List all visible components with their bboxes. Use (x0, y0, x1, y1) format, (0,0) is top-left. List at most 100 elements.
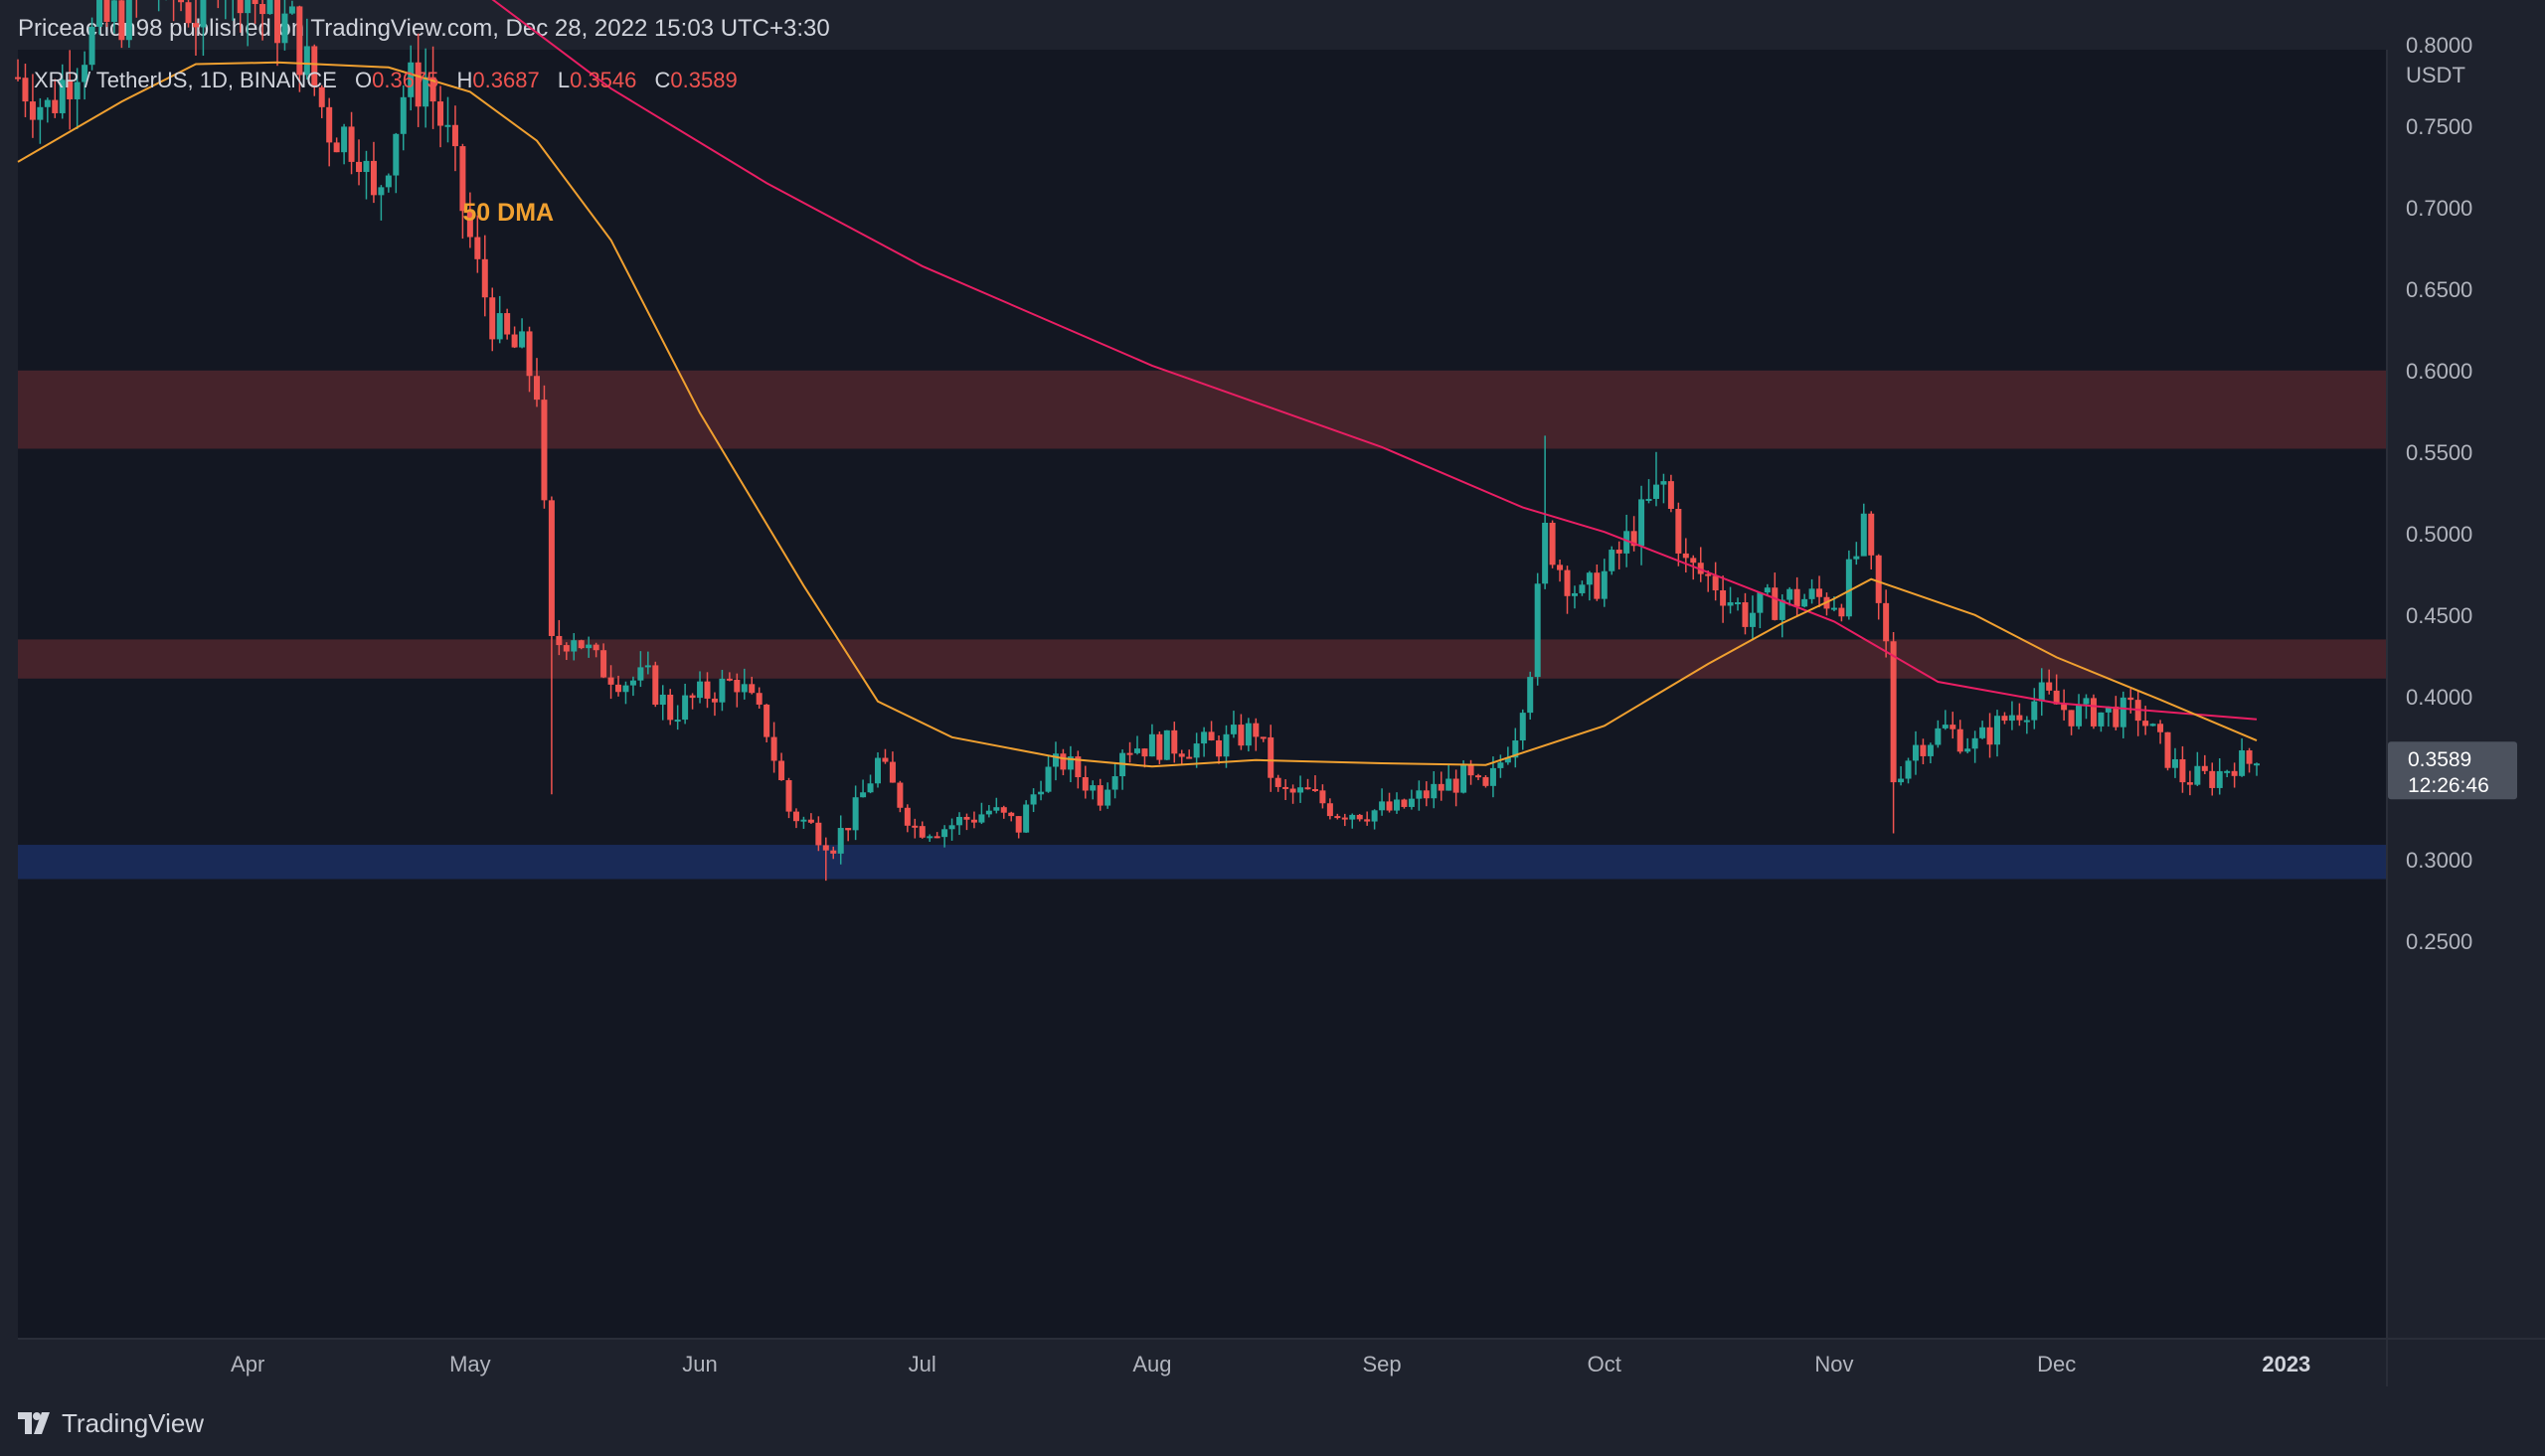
candle (1282, 779, 1289, 800)
candle (770, 722, 777, 773)
dma200-line (491, 0, 2258, 721)
candle (526, 326, 533, 393)
candle (1757, 591, 1764, 629)
candle (764, 704, 770, 742)
candle (1148, 724, 1155, 757)
candle (667, 689, 674, 726)
candle (1786, 586, 1793, 606)
candle (1557, 559, 1564, 582)
tradingview-logo[interactable]: TradingView (18, 1407, 204, 1439)
x-tick-label: Nov (1814, 1352, 1853, 1376)
x-tick-label: Jul (909, 1352, 936, 1376)
candle (1386, 792, 1393, 813)
candle (52, 79, 59, 118)
candle (2186, 770, 2193, 796)
candle (273, 0, 280, 67)
plot-background (18, 50, 2386, 1339)
candle (1705, 570, 1712, 592)
candle (2038, 668, 2045, 717)
y-tick-label: 0.4500 (2406, 603, 2472, 628)
candle (2083, 694, 2090, 720)
candle (1090, 780, 1097, 800)
candle (1438, 771, 1444, 801)
candle (1964, 737, 1971, 754)
candle (252, 0, 258, 24)
legend-high-value: 0.3687 (472, 68, 539, 92)
candle (1341, 813, 1348, 827)
candle (2201, 754, 2208, 775)
candle (1586, 570, 1593, 601)
candle (1519, 709, 1526, 750)
candle (927, 834, 933, 843)
candle (1927, 742, 1934, 764)
candle (978, 802, 985, 825)
candle (719, 669, 726, 712)
legend-open-value: 0.3675 (372, 68, 438, 92)
resistance-zone (18, 639, 2386, 679)
candle (1860, 503, 1867, 557)
candle (1000, 805, 1007, 819)
candle (157, 0, 160, 12)
candle (1793, 576, 1800, 617)
candle (1883, 589, 1890, 658)
candle (1512, 728, 1519, 768)
candle (867, 774, 874, 794)
candle (481, 235, 488, 317)
candle (1431, 770, 1438, 809)
candle (1652, 451, 1659, 507)
candle (1994, 710, 2001, 757)
candle (1075, 750, 1082, 789)
candle (659, 685, 666, 721)
y-tick-label: 0.4000 (2406, 685, 2472, 710)
candle (1134, 735, 1140, 755)
legend-low-label: L (558, 68, 570, 92)
candle (1542, 435, 1549, 589)
candle (444, 96, 451, 143)
candle (1334, 813, 1341, 820)
candle (2224, 769, 2231, 778)
candle (2231, 762, 2238, 788)
candle (88, 17, 95, 71)
candle (1186, 749, 1193, 759)
candle (1772, 572, 1779, 621)
x-tick-label: Jun (682, 1352, 717, 1376)
candle (1349, 813, 1356, 829)
candle (408, 45, 415, 111)
candle (1638, 485, 1645, 566)
candle (2098, 712, 2105, 732)
candle (629, 676, 636, 697)
candle (741, 668, 748, 700)
candle (1675, 502, 1682, 566)
candle (1942, 710, 1949, 730)
price-tag-background (2388, 741, 2517, 800)
legend-symbol: XRP / TetherUS, 1D, BINANCE (34, 68, 337, 92)
candle (385, 173, 392, 193)
candle (1890, 631, 1897, 834)
candle (2053, 674, 2060, 705)
candle (459, 143, 466, 240)
candle (2113, 696, 2120, 730)
candle (1097, 778, 1103, 811)
candle (22, 64, 29, 117)
candle (1667, 474, 1674, 513)
candle (1104, 782, 1111, 809)
candle (1015, 816, 1022, 839)
candle (2209, 762, 2216, 796)
candle (889, 751, 896, 783)
candle (1268, 725, 1274, 792)
candle (933, 832, 940, 839)
price-tag-countdown: 12:26:46 (2408, 774, 2489, 797)
candle (429, 46, 436, 129)
candle (333, 137, 340, 153)
candle (437, 85, 444, 148)
candle (1601, 559, 1608, 607)
legend-close-value: 0.3589 (670, 68, 737, 92)
candle (556, 619, 563, 656)
candle (1297, 775, 1304, 803)
candle (1868, 511, 1875, 569)
candle (348, 111, 355, 175)
y-tick-label: 0.5500 (2406, 440, 2472, 465)
candle (815, 816, 822, 852)
candle (919, 821, 926, 839)
candle (1697, 547, 1704, 582)
